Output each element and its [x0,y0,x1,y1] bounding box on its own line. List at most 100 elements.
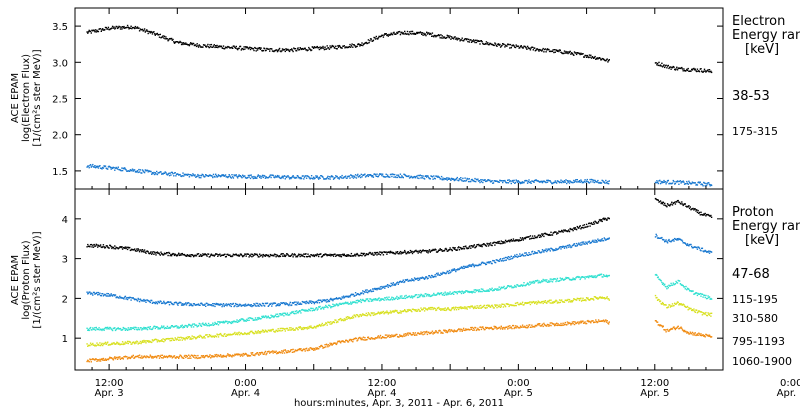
data-point [575,242,578,245]
data-point [291,304,293,306]
data-point [418,308,420,311]
data-point [146,29,148,31]
data-point [545,51,547,53]
data-point [200,302,203,304]
data-point [348,295,350,297]
data-point [703,68,706,70]
data-point [459,178,461,181]
data-point [214,46,216,49]
data-point [214,305,216,308]
data-point [274,302,277,304]
data-point [589,299,591,301]
data-point [442,294,444,296]
data-point [249,174,251,177]
data-point [528,179,530,181]
data-point [496,45,498,47]
data-point [465,307,468,309]
series-310-580 [86,273,713,332]
data-point [411,33,413,35]
data-point [542,278,544,281]
data-point [515,286,517,288]
data-point [590,222,593,224]
data-point [708,183,711,186]
data-point [409,249,412,252]
data-point [194,254,196,256]
data-point [606,219,608,221]
data-point [130,343,132,345]
data-point [337,45,339,47]
data-point [89,30,92,32]
data-point [249,305,252,307]
data-point [278,255,280,258]
data-point [161,36,164,38]
data-point [491,180,493,182]
data-point [487,261,490,263]
data-point [337,319,340,321]
data-point [105,295,107,297]
data-point [507,257,509,260]
data-point [294,310,296,313]
data-point [262,329,264,332]
data-point [548,281,551,283]
data-point [269,303,272,305]
data-point [345,318,347,320]
data-point [519,45,522,48]
data-point [280,330,282,332]
data-point [428,308,431,310]
data-point [467,38,470,41]
data-point [397,296,399,299]
data-point [165,171,167,174]
data-point [665,64,667,66]
data-point [192,174,195,176]
data-point [577,181,579,183]
data-point [700,211,702,213]
data-point [504,305,506,307]
data-point [708,314,711,316]
data-point [300,253,302,256]
data-point [270,330,272,332]
data-point [569,245,571,247]
data-point [121,246,123,248]
data-point [676,238,679,240]
data-point [456,292,458,295]
data-point [254,304,256,306]
data-point [222,320,225,323]
data-point [489,288,491,290]
data-point [507,182,510,184]
data-point [283,175,286,177]
data-point [215,322,217,325]
data-point [555,231,557,233]
data-point [238,320,240,323]
data-point [364,300,366,303]
data-point [696,211,699,214]
data-point [395,251,397,253]
data-point [368,252,370,254]
data-point [380,299,382,301]
data-point [136,341,139,343]
data-point [510,285,512,287]
data-point [476,264,478,267]
data-point [315,255,318,257]
data-point [584,179,586,181]
data-point [501,259,503,262]
data-point [548,48,550,51]
data-point [219,45,222,47]
data-point [297,301,299,303]
data-point [592,223,594,225]
data-point [138,168,140,171]
data-point [213,323,215,326]
data-point [315,175,317,177]
data-point [463,38,466,41]
data-point [426,250,429,252]
data-point [305,177,308,179]
data-point [143,300,146,302]
data-point [329,323,331,325]
data-point [575,245,577,247]
data-point [166,252,169,254]
data-point [136,250,139,252]
data-point [179,301,181,304]
data-point [162,326,164,328]
data-point [659,182,662,185]
data-point [520,239,522,241]
data-point [86,246,88,248]
